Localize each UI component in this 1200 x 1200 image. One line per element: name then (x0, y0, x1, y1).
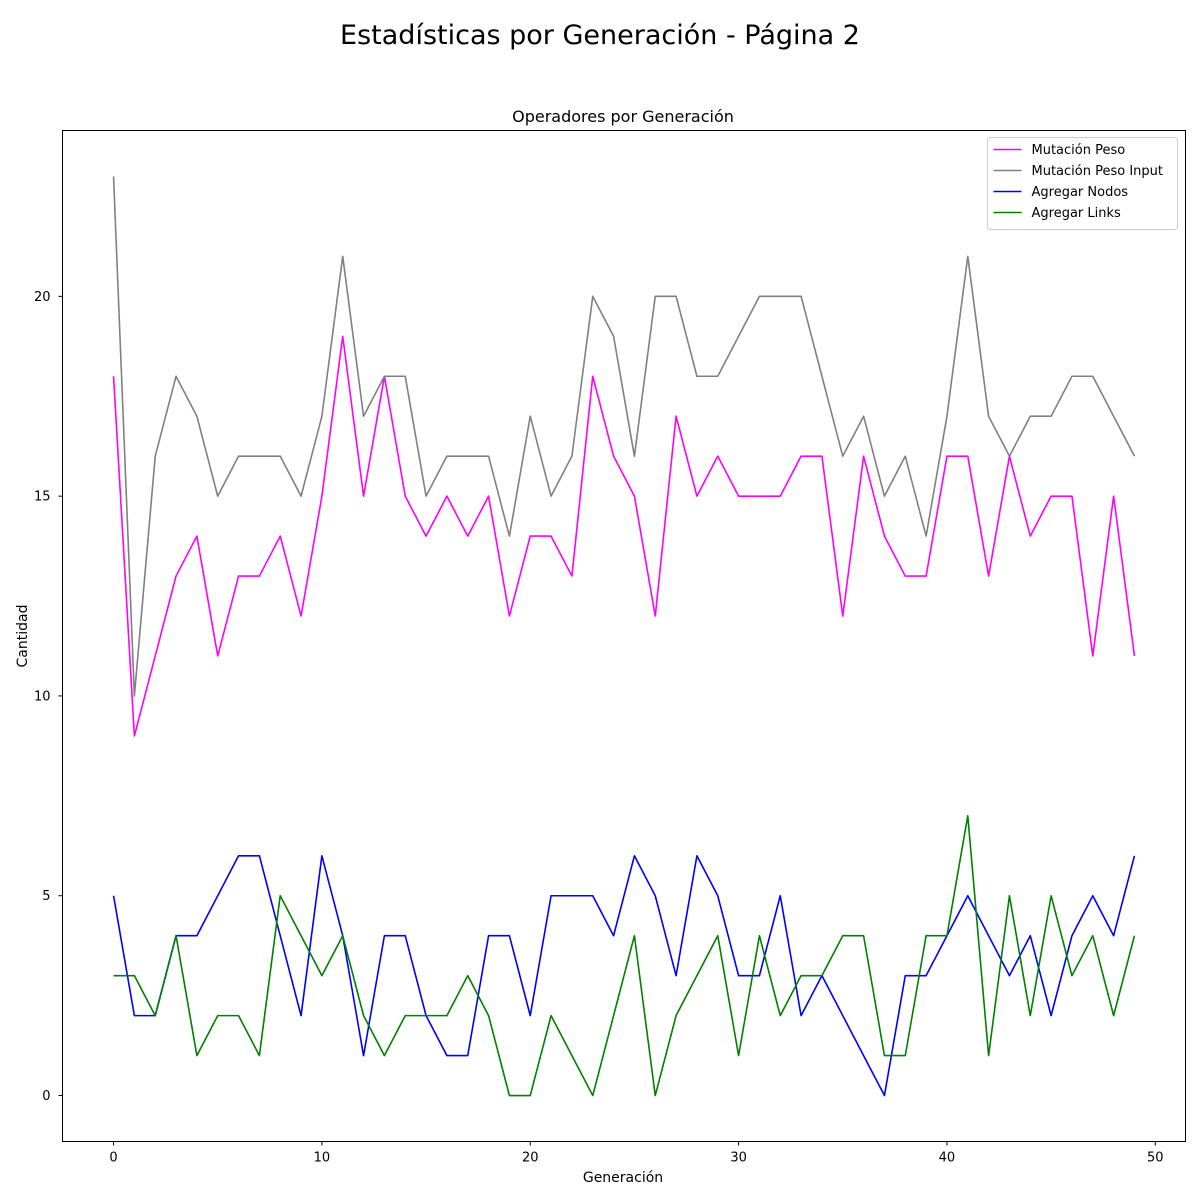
y-tick-label: 20 (34, 290, 51, 305)
series-line-mutacion-peso-input (112, 176, 1136, 697)
y-axis-title: Cantidad (15, 605, 31, 668)
y-tick-label: 5 (42, 889, 50, 904)
legend-label-agregar-nodos: Agregar Nodos (1032, 185, 1129, 200)
series-line-agregar-nodos (112, 854, 1136, 1097)
x-tick-label: 20 (522, 1151, 539, 1166)
legend-box (987, 137, 1178, 230)
series-line-agregar-links (113, 815, 1136, 1097)
x-tick-label: 50 (1147, 1151, 1164, 1166)
legend-label-agregar-links: Agregar Links (1032, 206, 1122, 221)
y-tick-label: 10 (34, 689, 51, 704)
legend: Mutación Peso Mutación Peso Input Agregar … (987, 137, 1178, 230)
y-tick-label: 0 (42, 1089, 50, 1104)
ticks-layer: 0 10 20 30 40 50 0 5 10 15 20 (34, 290, 1164, 1166)
plot-title: Operadores por Generación (512, 107, 734, 126)
legend-label-mutacion-peso: Mutación Peso (1032, 143, 1126, 158)
x-tick-label: 0 (109, 1151, 117, 1166)
x-axis-title: Generación (583, 1170, 663, 1186)
figure-title: Estadísticas por Generación - Página 2 (340, 20, 860, 51)
series-layer (112, 176, 1136, 1097)
plot-frame (62, 130, 1186, 1142)
x-tick-label: 30 (730, 1151, 747, 1166)
x-tick-label: 10 (314, 1151, 331, 1166)
series-line-mutacion-peso (112, 335, 1136, 737)
x-tick-label: 40 (939, 1151, 956, 1166)
y-tick-label: 15 (34, 490, 51, 505)
legend-label-mutacion-peso-input: Mutación Peso Input (1032, 164, 1164, 179)
